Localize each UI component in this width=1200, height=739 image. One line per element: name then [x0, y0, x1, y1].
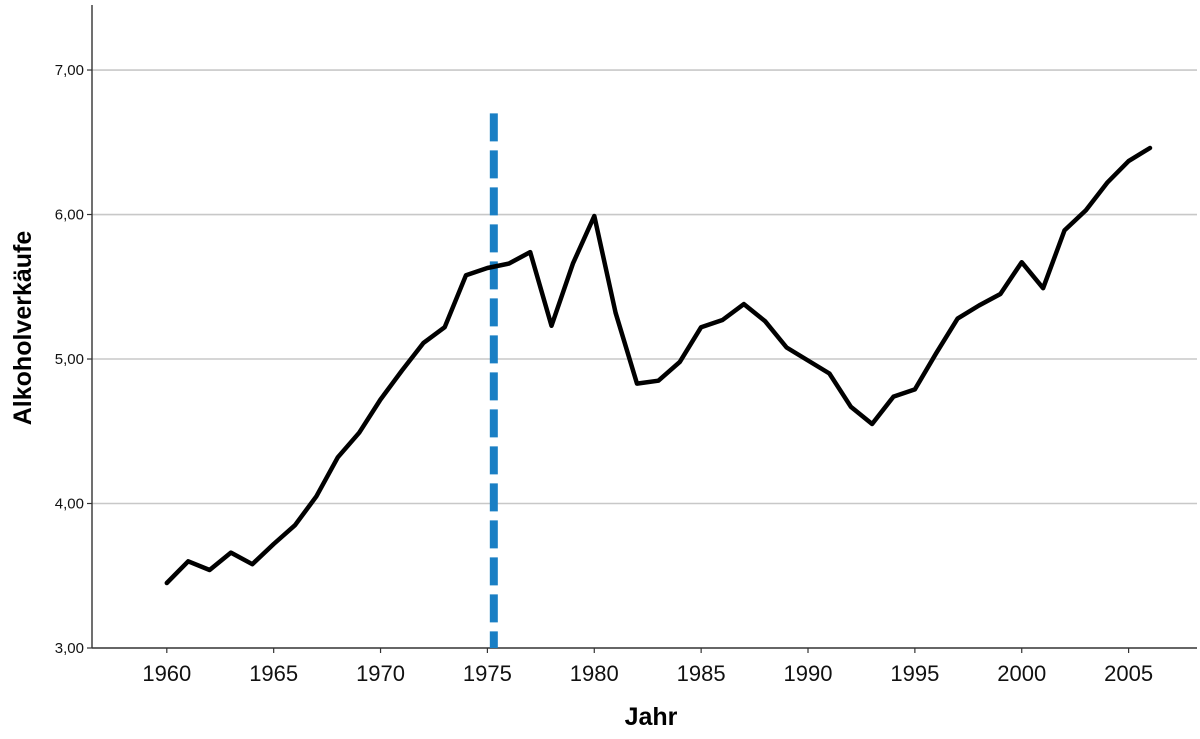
gridlines [92, 69, 1197, 505]
y-axis-title: Alkoholverkäufe [9, 231, 37, 426]
axes [87, 5, 1197, 653]
y-tick-label: 4,00 [55, 496, 84, 513]
tick-labels: 3,00 4,00 5,00 6,00 7,00 1960 1965 1970 1975 1980… [55, 62, 1153, 686]
x-tick-label: 1960 [142, 661, 191, 686]
x-tick-label: 1985 [677, 661, 726, 686]
x-tick-label: 1990 [784, 661, 833, 686]
x-tick-label: 1970 [356, 661, 405, 686]
x-tick-label: 2000 [997, 661, 1046, 686]
series [164, 145, 1153, 586]
x-tick-label: 1980 [570, 661, 619, 686]
x-tick-label: 1975 [463, 661, 512, 686]
y-tick-label: 6,00 [55, 207, 84, 224]
x-tick-label: 2005 [1104, 661, 1153, 686]
y-tick-label: 5,00 [55, 351, 84, 368]
x-tick-label: 1965 [249, 661, 298, 686]
x-axis-title: Jahr [625, 703, 678, 731]
series-line [164, 145, 1153, 586]
x-tick-label: 1995 [890, 661, 939, 686]
y-tick-label: 3,00 [55, 640, 84, 657]
y-tick-label: 7,00 [55, 62, 84, 79]
